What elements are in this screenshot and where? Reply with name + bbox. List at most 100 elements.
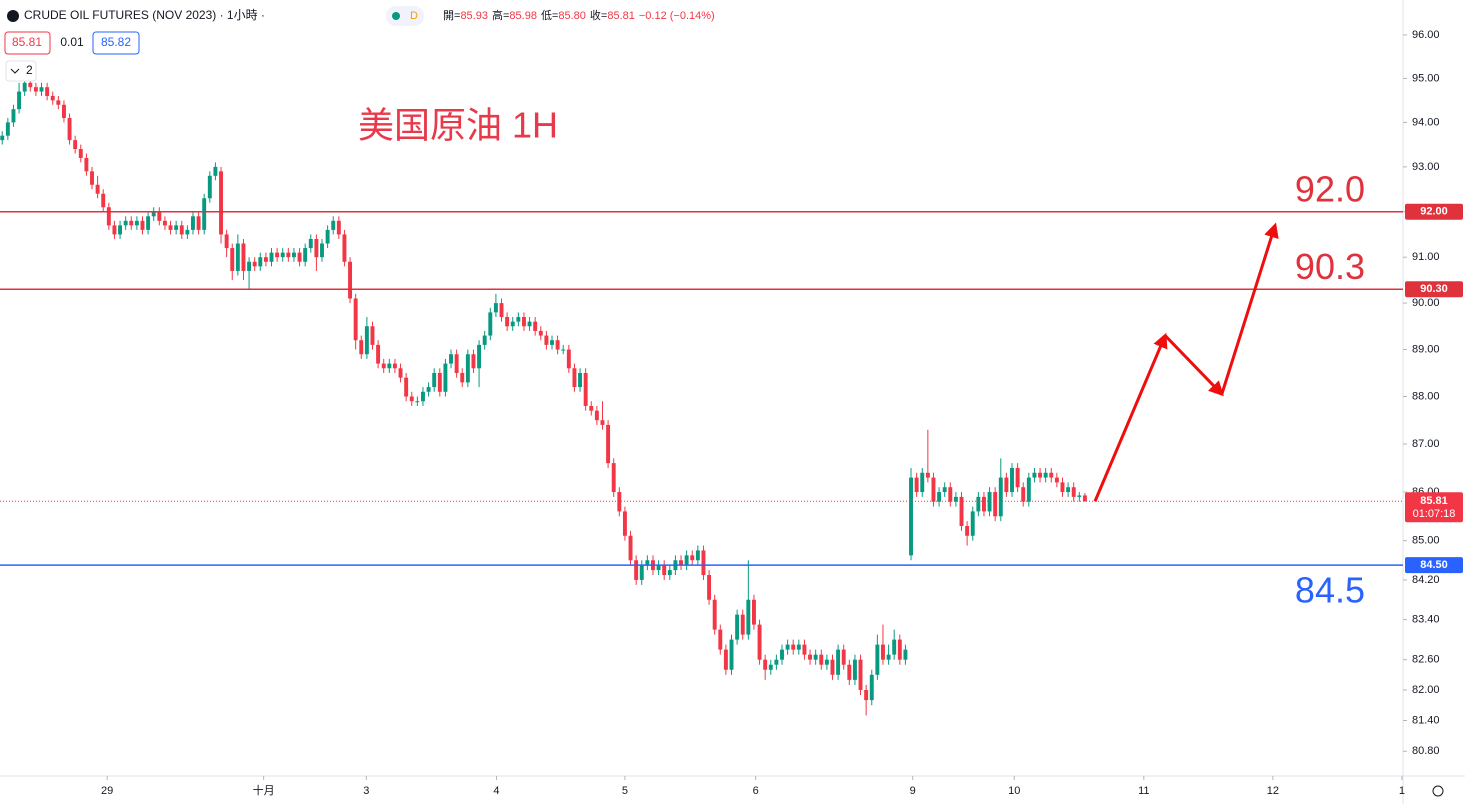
candle-body xyxy=(791,644,796,650)
candle-body xyxy=(1004,477,1009,493)
candle-body xyxy=(763,659,768,670)
candle-body xyxy=(740,614,745,635)
candle-body xyxy=(1060,482,1065,493)
candle-body xyxy=(914,477,919,493)
candle-body xyxy=(987,492,992,512)
candle-body xyxy=(123,220,128,226)
candle-body xyxy=(965,526,970,536)
candle-body xyxy=(493,303,498,313)
candle-body xyxy=(639,565,644,580)
candle-body xyxy=(1082,495,1087,502)
candle-body xyxy=(892,639,897,655)
candle-body xyxy=(387,363,392,369)
candle-body xyxy=(1071,487,1076,497)
candle-body xyxy=(28,82,33,88)
candle-body xyxy=(701,550,706,576)
status-pill[interactable] xyxy=(386,6,424,26)
candle-body xyxy=(869,674,874,701)
candle-body xyxy=(735,614,740,640)
candle-body xyxy=(527,321,532,327)
candle-body xyxy=(751,599,756,625)
candle-body xyxy=(824,659,829,665)
candle-body xyxy=(690,555,695,561)
candle-body xyxy=(275,252,280,258)
candle-body xyxy=(465,354,470,383)
quote-label: 開= xyxy=(443,9,460,22)
candle-body xyxy=(1015,467,1020,488)
candle-body xyxy=(207,175,212,199)
candle-body xyxy=(482,335,487,345)
candle-body xyxy=(729,639,734,670)
y-tick-label: 89.00 xyxy=(1412,343,1440,355)
candle-body xyxy=(90,171,94,185)
candle-body xyxy=(415,401,420,403)
candle-body xyxy=(617,492,622,512)
candle-body xyxy=(981,496,986,512)
candle-body xyxy=(1038,472,1043,478)
candle-body xyxy=(286,252,291,258)
candle-body xyxy=(993,492,998,517)
candle-body xyxy=(847,664,852,680)
candle-body xyxy=(516,316,521,322)
candle-body xyxy=(73,140,78,150)
level-annotation: 84.5 xyxy=(1295,570,1365,611)
candle-body xyxy=(45,87,50,96)
candle-body xyxy=(533,321,538,331)
candle-body xyxy=(460,372,465,383)
candle-body xyxy=(684,555,689,566)
y-tick-label: 91.00 xyxy=(1412,251,1440,263)
bid-box[interactable] xyxy=(4,31,51,55)
candle-body xyxy=(622,511,627,536)
candle-body xyxy=(230,248,235,271)
candle-body xyxy=(118,225,123,235)
candle-body xyxy=(953,496,958,502)
settings-icon[interactable] xyxy=(1432,785,1444,797)
ask-box[interactable] xyxy=(92,31,140,55)
candle-body xyxy=(1066,487,1071,493)
candle-body xyxy=(662,565,667,576)
candle-body xyxy=(78,149,83,158)
level-price-box xyxy=(1405,203,1463,220)
candle-body xyxy=(151,211,156,217)
candle-body xyxy=(157,211,162,221)
y-tick-label: 85.00 xyxy=(1412,535,1440,547)
candle-body xyxy=(101,193,106,208)
level-price-box xyxy=(1405,281,1463,298)
spread: 0.01 xyxy=(60,35,84,49)
candle-body xyxy=(179,225,184,235)
candle-body xyxy=(521,316,526,327)
candle-body xyxy=(970,511,975,536)
candle-body xyxy=(359,340,364,355)
quote-label: 低= xyxy=(541,9,558,22)
candle-body xyxy=(937,492,942,502)
candle-body xyxy=(1043,472,1048,478)
arrow-segment xyxy=(1220,222,1279,395)
candle-body xyxy=(852,659,857,680)
candle-body xyxy=(191,216,195,230)
candle-body xyxy=(796,644,801,650)
arrow-segment xyxy=(1164,334,1224,397)
y-tick-label: 82.00 xyxy=(1412,684,1440,696)
candle-body xyxy=(555,340,560,350)
candle-body xyxy=(106,207,111,226)
candle-body xyxy=(589,405,594,411)
candle-body xyxy=(381,363,386,369)
symbol-icon xyxy=(7,10,19,22)
candle-body xyxy=(437,372,442,392)
candle-body xyxy=(606,424,611,464)
y-tick-label: 93.00 xyxy=(1412,161,1440,173)
candle-body xyxy=(942,487,947,493)
countdown: 01:07:18 xyxy=(1413,508,1456,520)
candle-body xyxy=(578,372,583,388)
level-price-label: 84.50 xyxy=(1420,559,1448,571)
candle-body xyxy=(600,420,605,425)
candle-body xyxy=(303,248,308,262)
candle-body xyxy=(235,243,240,271)
x-tick-label: 29 xyxy=(101,785,113,797)
candle-body xyxy=(875,644,880,675)
candle-body xyxy=(499,303,504,317)
collapse-button[interactable] xyxy=(5,60,37,82)
quote-value: 85.93 xyxy=(460,10,488,22)
candle-body xyxy=(841,649,846,665)
candle-body xyxy=(634,560,639,580)
